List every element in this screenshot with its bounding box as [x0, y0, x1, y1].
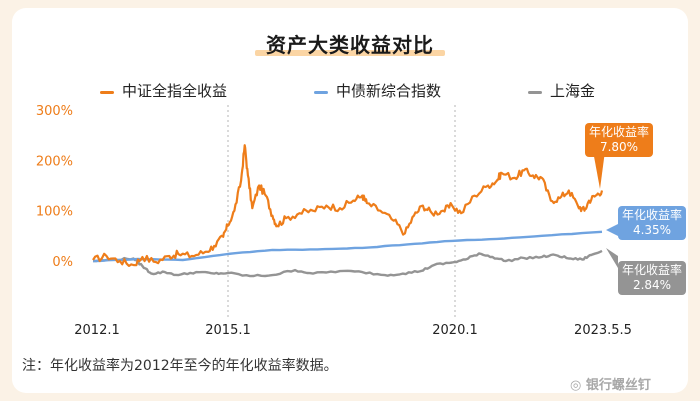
legend-label-csi: 中证全指全收益 [122, 82, 228, 100]
footnote: 注：年化收益率为2012年至今的年化收益率数据。 [22, 358, 338, 374]
callout-bond-pointer [606, 224, 618, 236]
callout-csi-label: 年化收益率 [589, 125, 650, 139]
callout-bond-value: 4.35% [632, 223, 672, 237]
legend-swatch-bond [314, 91, 328, 94]
callout-gold-label: 年化收益率 [622, 263, 683, 277]
watermark-text: 银行螺丝钉 [585, 378, 651, 393]
callout-gold-value: 2.84% [632, 278, 672, 292]
series-line-csi [92, 144, 604, 267]
chart-title-text: 资产大类收益对比 [266, 33, 434, 57]
legend-swatch-gold [528, 91, 542, 94]
callout-bond-label: 年化收益率 [622, 208, 683, 222]
callout-csi-pointer [593, 151, 605, 189]
series-line-gold [93, 249, 603, 278]
chart-title: 资产大类收益对比 [0, 29, 700, 58]
callout-bond: 年化收益率 4.35% [618, 206, 687, 240]
x-tick-label: 2023.5.5 [574, 323, 632, 338]
y-tick-label: 100% [36, 205, 73, 220]
x-tick-label: 2012.1 [74, 323, 120, 338]
title-highlight [255, 50, 445, 56]
y-tick-label: 0% [52, 255, 73, 270]
callout-gold: 年化收益率 2.84% [618, 261, 687, 295]
watermark: ◎ 银行螺丝钉 [570, 378, 651, 393]
legend-label-gold: 上海金 [550, 82, 596, 100]
series-line-bond [92, 230, 603, 263]
x-tick-label: 2015.1 [205, 323, 251, 338]
legend-swatch-csi [100, 91, 114, 94]
callout-csi-value: 7.80% [599, 140, 639, 154]
y-tick-label: 200% [36, 154, 73, 169]
legend-label-bond: 中债新综合指数 [336, 82, 442, 100]
y-tick-label: 300% [36, 104, 73, 119]
x-tick-label: 2020.1 [432, 323, 478, 338]
callout-gold-pointer [606, 248, 618, 268]
